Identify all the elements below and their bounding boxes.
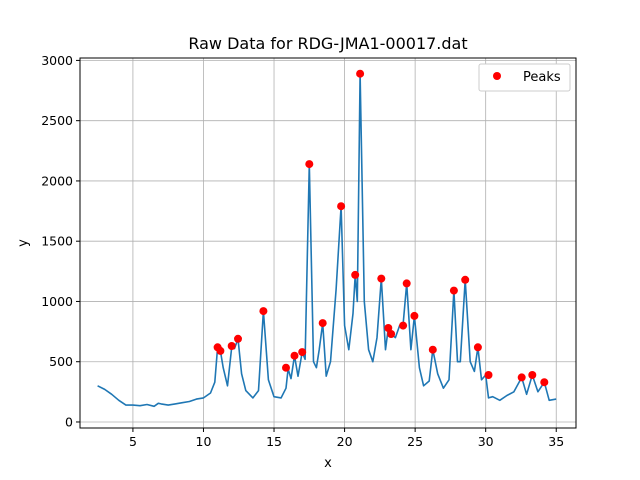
legend-peaks-marker — [493, 72, 501, 80]
plot-frame — [79, 57, 577, 429]
peak-marker — [282, 363, 290, 372]
legend-peaks-label: Peaks — [523, 70, 561, 85]
y-axis-label: y — [16, 239, 31, 247]
peak-marker — [540, 378, 549, 387]
legend: Peaks — [478, 63, 571, 92]
x-tick-label: 15 — [266, 434, 282, 449]
y-axis-ticks: 0 500 1000 1500 2000 2500 3000 — [41, 53, 80, 429]
legend-box — [478, 63, 571, 92]
x-tick-label: 35 — [548, 434, 564, 449]
peak-marker — [449, 286, 458, 295]
y-tick-label: 0 — [65, 414, 73, 429]
x-tick-label: 25 — [407, 434, 423, 449]
peak-marker — [259, 307, 268, 316]
y-tick-label: 2500 — [41, 113, 73, 128]
data-line — [97, 72, 557, 408]
peak-marker — [387, 330, 396, 338]
peak-markers — [213, 69, 549, 387]
peak-marker — [305, 160, 314, 169]
peak-marker — [461, 275, 470, 284]
peak-marker — [528, 371, 537, 379]
x-tick-label: 20 — [337, 434, 353, 449]
grid — [80, 58, 576, 428]
x-axis-ticks: 5 10 15 20 25 30 35 — [129, 428, 564, 449]
x-tick-label: 30 — [478, 434, 494, 449]
peak-marker — [484, 371, 493, 379]
peak-marker — [290, 351, 299, 360]
x-axis-label: x — [324, 456, 332, 471]
y-tick-label: 1000 — [41, 294, 73, 309]
x-tick-label: 5 — [129, 434, 137, 449]
peak-marker — [377, 274, 386, 283]
peak-marker — [473, 343, 482, 352]
peak-marker — [337, 202, 346, 211]
peak-marker — [234, 334, 242, 343]
y-tick-label: 1500 — [41, 234, 73, 249]
peak-marker — [318, 319, 327, 328]
chart-title: Raw Data for RDG-JMA1-00017.dat — [188, 34, 467, 53]
peak-marker — [356, 69, 365, 78]
peak-marker — [517, 373, 526, 382]
y-tick-label: 3000 — [41, 53, 73, 68]
peak-marker — [384, 324, 393, 332]
peak-marker — [402, 279, 411, 288]
y-tick-label: 2000 — [41, 173, 73, 188]
peak-marker — [428, 345, 437, 354]
peak-marker — [227, 342, 236, 350]
peak-marker — [399, 321, 408, 330]
peak-marker — [216, 346, 225, 355]
x-tick-label: 10 — [196, 434, 212, 449]
peak-marker — [410, 311, 419, 320]
y-tick-label: 500 — [49, 354, 73, 369]
peak-marker — [351, 270, 360, 279]
peak-marker — [298, 348, 307, 357]
